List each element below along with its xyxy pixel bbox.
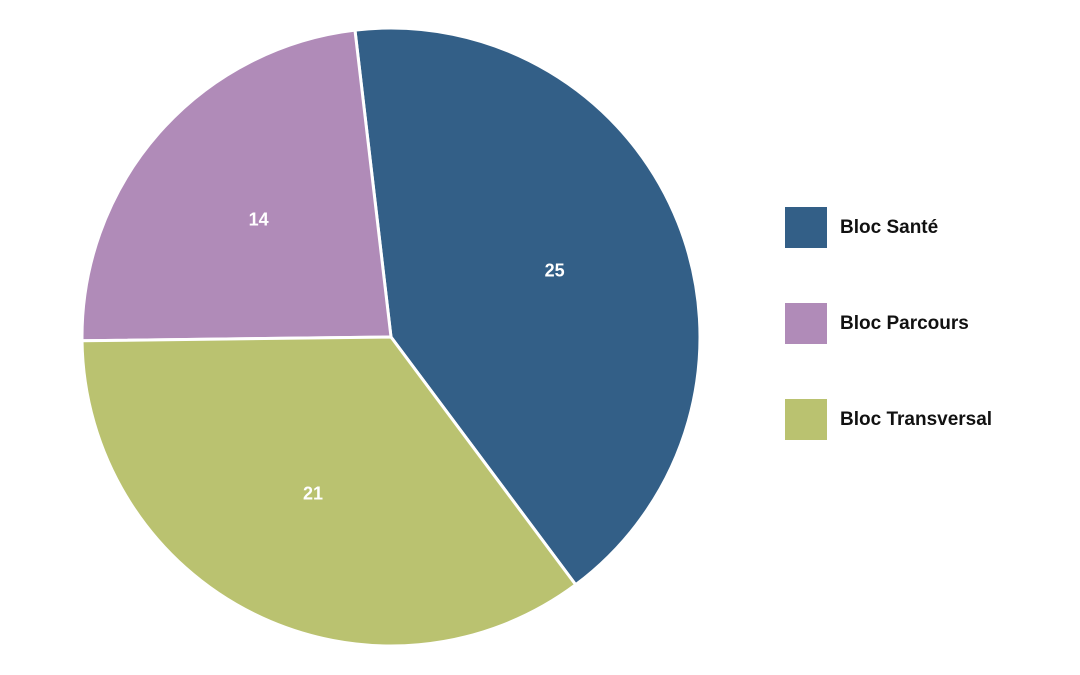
- legend-swatch: [785, 303, 827, 344]
- pie-slice: [80, 335, 578, 648]
- legend-swatch: [785, 207, 827, 248]
- slice-label: 14: [249, 210, 269, 230]
- slice-label: 25: [545, 261, 565, 281]
- slice-label: 21: [303, 484, 323, 504]
- pie-slice: [353, 26, 702, 587]
- pie-slice: [80, 28, 393, 343]
- legend-swatch: [785, 399, 827, 440]
- legend-label: Bloc Transversal: [840, 409, 992, 430]
- legend-label: Bloc Santé: [840, 217, 938, 238]
- legend-label: Bloc Parcours: [840, 313, 969, 334]
